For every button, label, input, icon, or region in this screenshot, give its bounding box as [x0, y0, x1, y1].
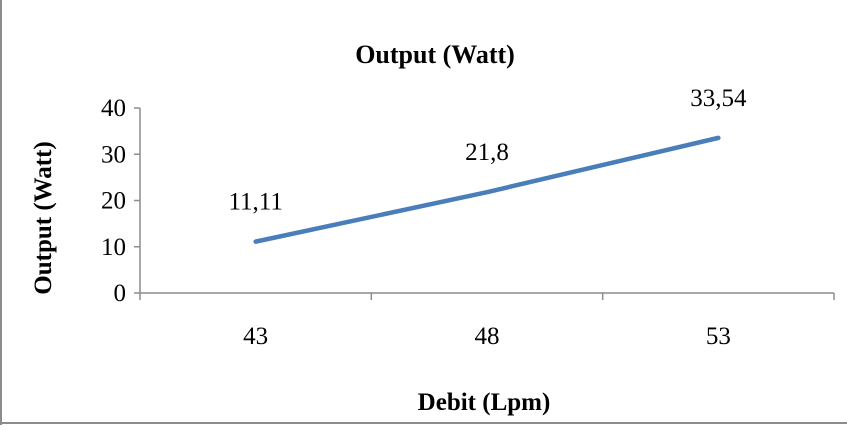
data-label: 21,8 — [465, 139, 509, 166]
y-tick-label: 0 — [114, 280, 127, 307]
data-label: 33,54 — [690, 85, 747, 112]
y-axis-title: Output (Watt) — [30, 141, 57, 294]
x-tick-label: 43 — [243, 323, 268, 350]
x-tick-label: 53 — [706, 323, 731, 350]
y-tick-label: 10 — [101, 234, 126, 261]
y-tick-label: 40 — [101, 95, 126, 122]
chart-title: Output (Watt) — [355, 40, 515, 69]
y-tick-label: 20 — [101, 188, 126, 215]
y-tick-label: 30 — [101, 141, 126, 168]
x-axis-title: Debit (Lpm) — [418, 389, 551, 416]
data-label: 11,11 — [228, 189, 282, 216]
x-tick-label: 48 — [475, 323, 500, 350]
series-line — [253, 135, 721, 244]
